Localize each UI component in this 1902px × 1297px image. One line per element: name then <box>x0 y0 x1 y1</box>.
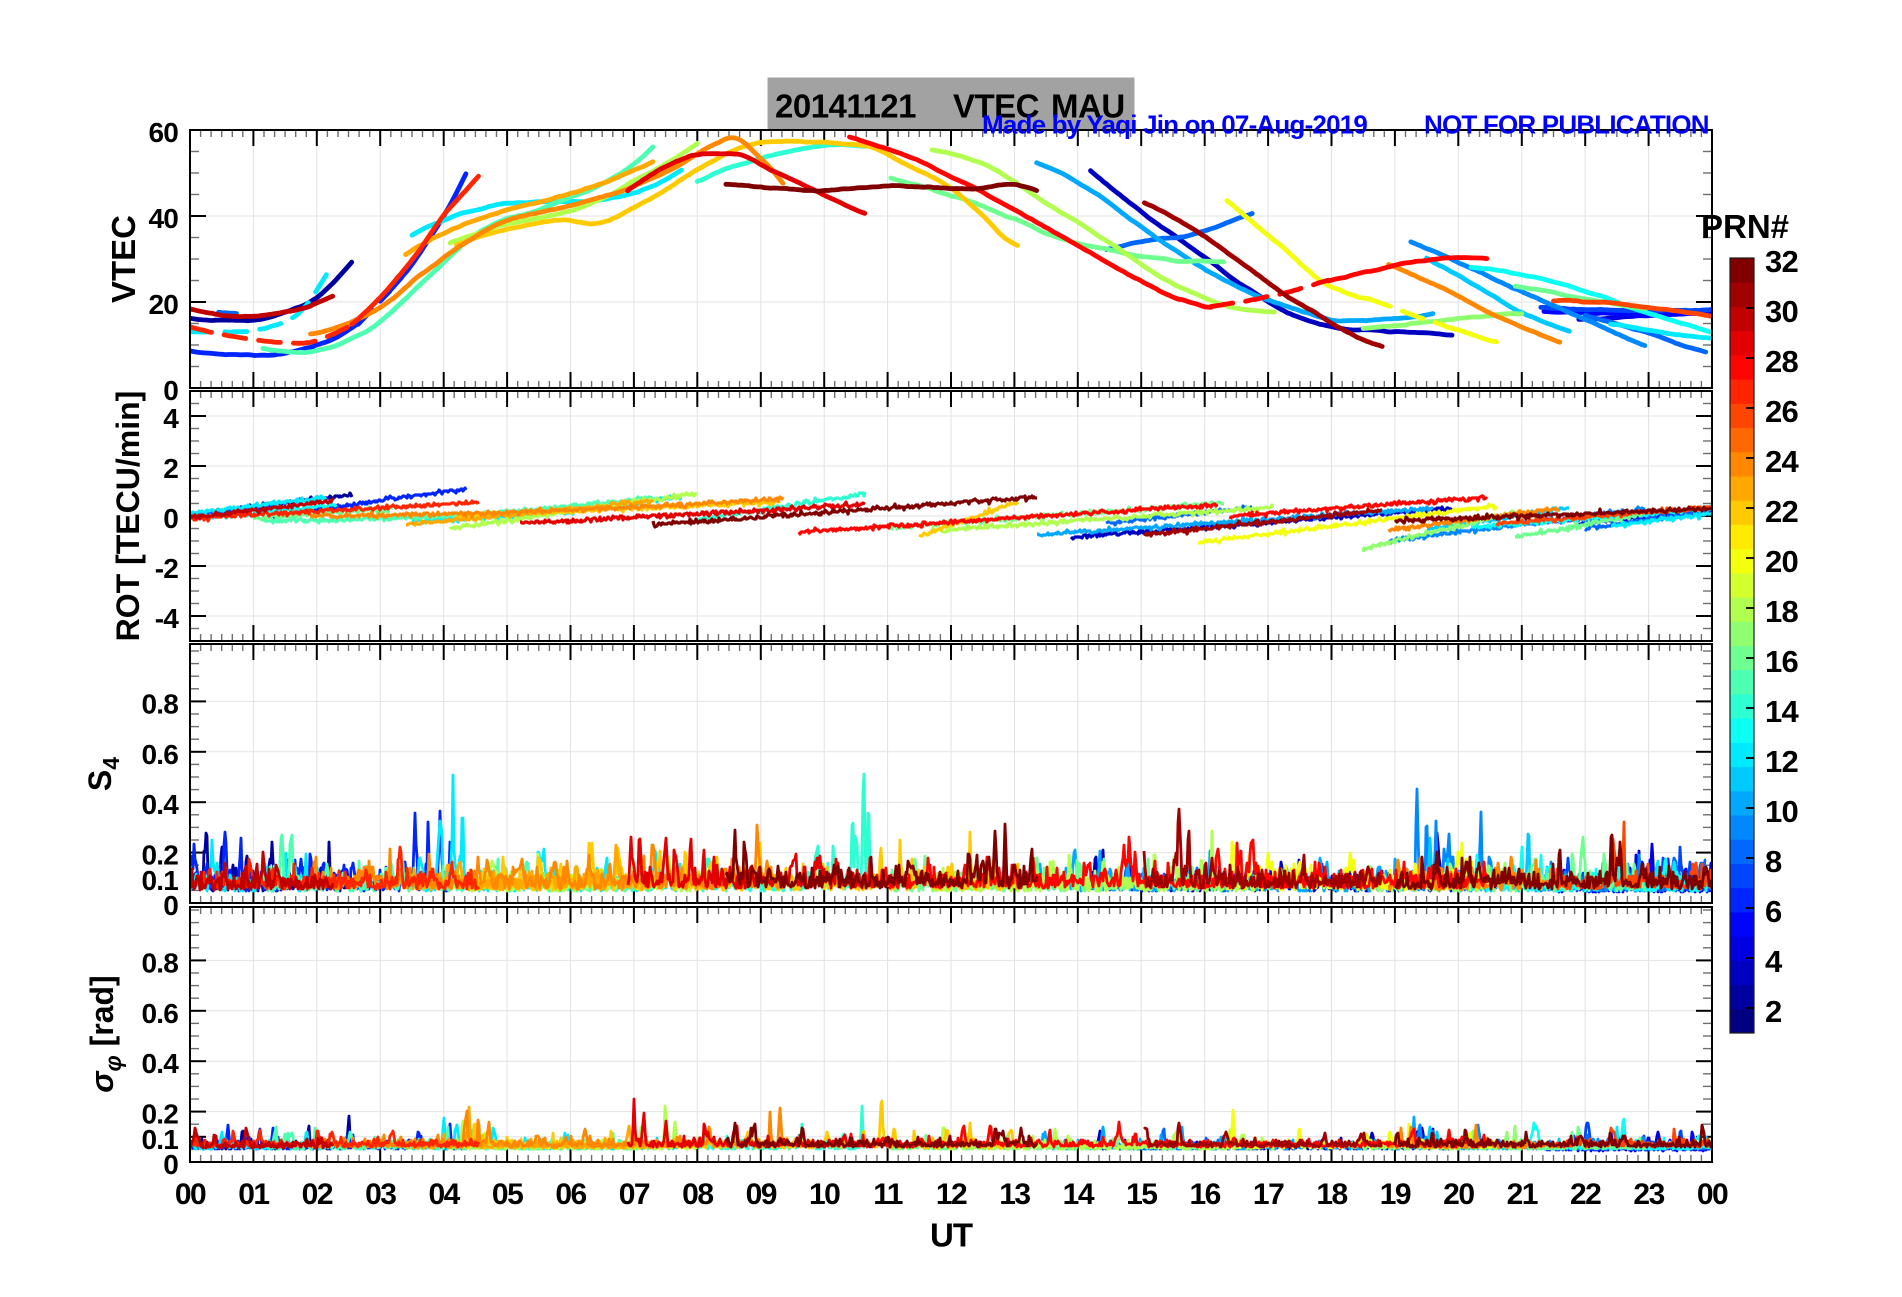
svg-text:18: 18 <box>1765 594 1798 629</box>
svg-text:40: 40 <box>148 203 178 234</box>
svg-text:24: 24 <box>1765 444 1799 479</box>
svg-text:0.1: 0.1 <box>141 1124 178 1155</box>
svg-text:4: 4 <box>1765 944 1783 979</box>
svg-text:20141121: 20141121 <box>775 88 916 125</box>
svg-text:12: 12 <box>936 1178 967 1211</box>
svg-text:2: 2 <box>1765 994 1781 1029</box>
svg-text:8: 8 <box>1765 844 1782 879</box>
svg-text:32: 32 <box>1765 244 1798 279</box>
svg-text:σφ [rad]: σφ [rad] <box>84 975 126 1092</box>
svg-text:22: 22 <box>1570 1178 1601 1211</box>
svg-text:16: 16 <box>1765 644 1798 679</box>
svg-text:03: 03 <box>365 1178 396 1211</box>
svg-text:2: 2 <box>163 453 178 484</box>
svg-text:VTEC: VTEC <box>953 88 1039 125</box>
svg-text:UT: UT <box>930 1217 973 1254</box>
svg-text:0.6: 0.6 <box>141 739 178 770</box>
svg-text:20: 20 <box>1765 544 1798 579</box>
svg-text:MAU: MAU <box>1051 88 1125 125</box>
svg-text:23: 23 <box>1633 1178 1664 1211</box>
svg-text:16: 16 <box>1189 1178 1220 1211</box>
svg-text:04: 04 <box>428 1178 460 1211</box>
svg-text:02: 02 <box>302 1178 333 1211</box>
svg-text:0.2: 0.2 <box>141 1099 178 1130</box>
svg-text:4: 4 <box>163 403 179 434</box>
svg-text:00: 00 <box>1697 1178 1728 1211</box>
svg-text:0.8: 0.8 <box>141 688 178 719</box>
svg-text:17: 17 <box>1253 1178 1284 1211</box>
svg-text:12: 12 <box>1765 744 1798 779</box>
svg-text:22: 22 <box>1765 494 1798 529</box>
svg-text:00: 00 <box>175 1178 206 1211</box>
svg-text:PRN#: PRN# <box>1701 208 1789 245</box>
svg-text:11: 11 <box>873 1178 903 1211</box>
svg-text:13: 13 <box>999 1178 1030 1211</box>
svg-text:0.4: 0.4 <box>141 789 179 820</box>
svg-text:10: 10 <box>809 1178 840 1211</box>
svg-text:28: 28 <box>1765 344 1798 379</box>
svg-text:0: 0 <box>163 1149 178 1180</box>
svg-text:20: 20 <box>1443 1178 1474 1211</box>
svg-text:30: 30 <box>1765 294 1798 329</box>
svg-text:0: 0 <box>163 503 178 534</box>
svg-text:21: 21 <box>1507 1178 1538 1211</box>
svg-text:VTEC: VTEC <box>105 215 142 303</box>
svg-text:0.6: 0.6 <box>141 998 178 1029</box>
svg-text:0: 0 <box>163 890 178 921</box>
svg-text:14: 14 <box>1063 1178 1095 1211</box>
svg-text:01: 01 <box>238 1178 269 1211</box>
svg-text:07: 07 <box>619 1178 650 1211</box>
svg-text:0.8: 0.8 <box>141 947 178 978</box>
svg-text:0.1: 0.1 <box>141 865 178 896</box>
svg-text:6: 6 <box>1765 894 1782 929</box>
svg-text:ROT [TECU/min]: ROT [TECU/min] <box>110 391 146 642</box>
svg-text:60: 60 <box>148 117 178 148</box>
svg-text:20: 20 <box>148 289 178 320</box>
svg-text:08: 08 <box>682 1178 713 1211</box>
svg-text:-4: -4 <box>155 603 180 634</box>
svg-text:0.2: 0.2 <box>141 840 178 871</box>
svg-text:05: 05 <box>492 1178 523 1211</box>
svg-text:15: 15 <box>1126 1178 1157 1211</box>
svg-text:19: 19 <box>1380 1178 1411 1211</box>
svg-text:14: 14 <box>1765 694 1799 729</box>
svg-text:-2: -2 <box>155 553 179 584</box>
svg-text:09: 09 <box>746 1178 777 1211</box>
svg-text:06: 06 <box>555 1178 586 1211</box>
svg-text:Made by Yaqi Jin on 07-Aug-201: Made by Yaqi Jin on 07-Aug-2019 <box>982 110 1367 140</box>
svg-text:26: 26 <box>1765 394 1798 429</box>
svg-text:18: 18 <box>1316 1178 1347 1211</box>
svg-text:0: 0 <box>163 375 178 406</box>
svg-text:NOT FOR PUBLICATION: NOT FOR PUBLICATION <box>1424 110 1709 140</box>
svg-text:10: 10 <box>1765 794 1798 829</box>
svg-text:0.4: 0.4 <box>141 1048 179 1079</box>
